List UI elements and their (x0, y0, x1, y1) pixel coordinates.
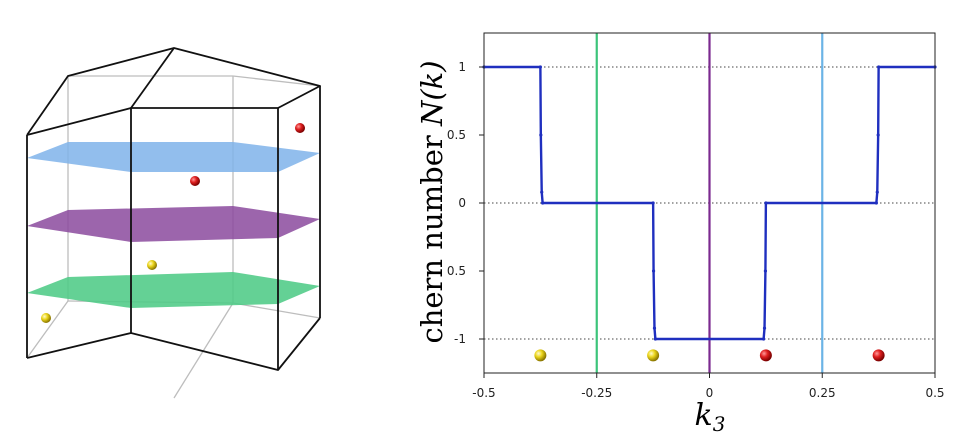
y-axis-title-func: N(k) (415, 60, 449, 127)
data-series (482, 65, 937, 341)
series-point-10 (762, 326, 767, 330)
green-plane (27, 272, 320, 308)
series-point-5 (651, 201, 655, 205)
y-tick-label-4: -1 (454, 332, 466, 346)
chern-number-chart: -0.5 -0.25 0 0.25 0.5 1 0.5 0 0.5 -1 k3 chern nu… (415, 32, 945, 433)
y-axis-title-text: chern number (415, 126, 449, 344)
series-point-14 (875, 190, 879, 194)
series-point-4 (541, 201, 545, 205)
x-tick-label-4: 0.5 (925, 386, 944, 400)
purple-plane (27, 206, 320, 242)
marker-red-1 (759, 349, 772, 362)
series-point-7 (652, 326, 657, 330)
series-point-6 (651, 269, 656, 273)
x-tick-label-1: -0.25 (581, 386, 612, 400)
series-point-9 (762, 337, 766, 341)
series-point-11 (763, 269, 768, 273)
marker-red-2 (872, 349, 885, 362)
series-line-0 (484, 65, 935, 341)
series-point-3 (540, 190, 544, 194)
weyl-point-yellow-middle (147, 260, 157, 270)
x-tick-label-0: -0.5 (472, 386, 495, 400)
x-tick-label-2: 0 (706, 386, 714, 400)
weyl-point-red-upper (295, 123, 305, 133)
weyl-point-red-middle (190, 176, 200, 186)
series-point-15 (876, 133, 880, 137)
series-point-8 (653, 337, 657, 341)
y-axis-ticks: 1 0.5 0 0.5 -1 (447, 60, 484, 346)
x-axis-title: k3 (695, 398, 726, 433)
weyl-markers (534, 349, 885, 362)
y-tick-label-2: 0 (458, 196, 466, 210)
marker-yellow-2 (647, 349, 660, 362)
x-axis-ticks: -0.5 -0.25 0 0.25 0.5 (472, 373, 945, 400)
series-point-2 (539, 133, 543, 137)
y-tick-label-3: 0.5 (447, 264, 466, 278)
series-point-16 (877, 65, 881, 69)
prism-visible-edges (26, 47, 321, 371)
weyl-point-yellow-lower (41, 313, 51, 323)
blue-plane (27, 142, 320, 172)
x-axis-title-main: k (695, 398, 713, 433)
y-axis-title: chern number N(k) (415, 60, 449, 343)
series-point-13 (874, 201, 878, 205)
series-point-12 (764, 201, 768, 205)
x-tick-label-3: 0.25 (809, 386, 836, 400)
series-point-1 (538, 65, 542, 69)
x-axis-title-sub: 3 (713, 412, 726, 433)
y-tick-label-1: 0.5 (447, 128, 466, 142)
marker-yellow-1 (534, 349, 547, 362)
y-tick-label-0: 1 (458, 60, 466, 74)
hexagonal-prism-illustration (26, 47, 321, 399)
